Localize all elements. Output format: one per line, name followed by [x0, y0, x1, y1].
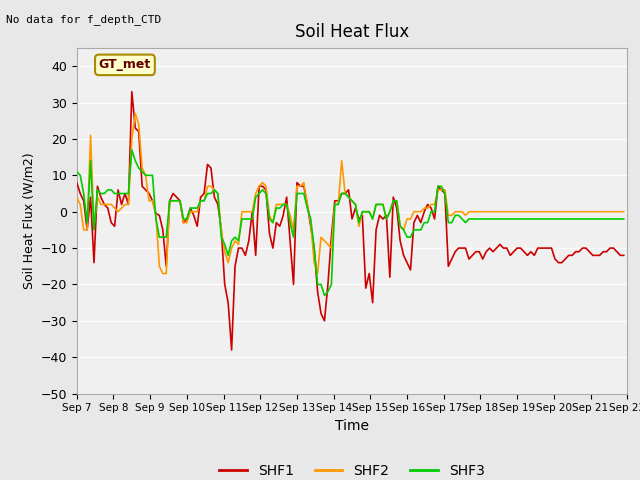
- Text: No data for f_depth_CTD: No data for f_depth_CTD: [6, 14, 162, 25]
- Text: GT_met: GT_met: [99, 59, 151, 72]
- X-axis label: Time: Time: [335, 419, 369, 433]
- Legend: SHF1, SHF2, SHF3: SHF1, SHF2, SHF3: [213, 458, 491, 480]
- Title: Soil Heat Flux: Soil Heat Flux: [295, 23, 409, 41]
- Y-axis label: Soil Heat Flux (W/m2): Soil Heat Flux (W/m2): [22, 153, 35, 289]
